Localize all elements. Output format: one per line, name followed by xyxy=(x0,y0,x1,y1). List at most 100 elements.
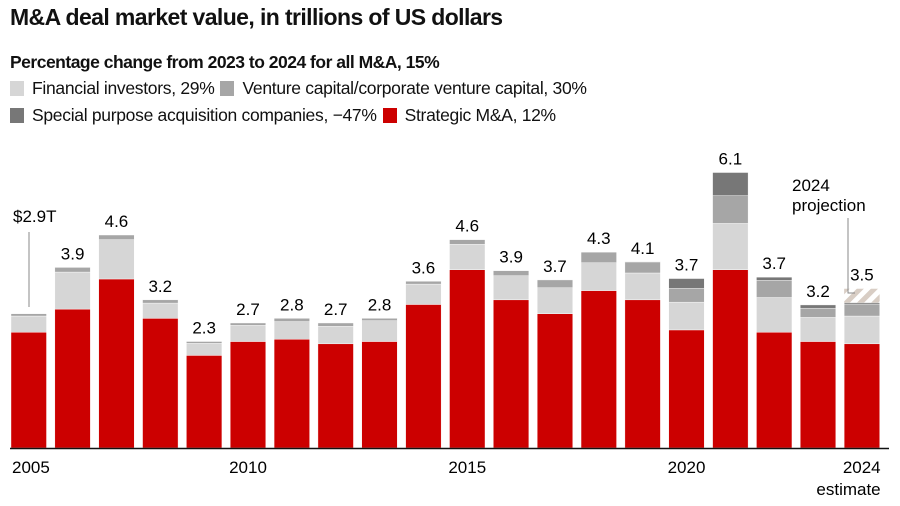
bar-segment-2008-1 xyxy=(142,302,179,319)
legend-row-1: Financial investors, 29% Venture capital… xyxy=(10,78,593,99)
bar-segment-2010-1 xyxy=(230,325,266,342)
legend-spac: Special purpose acquisition companies, −… xyxy=(10,105,377,126)
total-label-2017: 3.7 xyxy=(543,257,567,276)
bar-segment-2012-0 xyxy=(317,343,354,449)
bar-segment-2022-3 xyxy=(756,276,793,281)
bar-segment-2020-0 xyxy=(668,329,705,449)
bar-segment-2021-2 xyxy=(712,195,749,224)
bar-segment-2018-1 xyxy=(580,262,617,291)
bar-segment-2009-2 xyxy=(186,341,223,344)
legend-swatch xyxy=(220,81,235,96)
total-label-2008: 3.2 xyxy=(148,277,172,296)
x-tick-label-2020: 2020 xyxy=(668,458,706,477)
bar-segment-2020-2 xyxy=(668,288,705,303)
bar-segment-2006-1 xyxy=(54,271,91,310)
bar-segment-2022-1 xyxy=(756,297,793,333)
bar-segment-2016-1 xyxy=(493,275,530,301)
bar-segment-2012-1 xyxy=(317,326,354,345)
bar-segment-2024-3 xyxy=(843,302,880,305)
bar-segment-2013-1 xyxy=(361,320,398,342)
bar-segment-2020-3 xyxy=(668,278,705,289)
bar-segment-2015-1 xyxy=(449,244,486,270)
legend-label: Financial investors, 29% xyxy=(32,78,215,98)
bar-segment-2017-1 xyxy=(537,287,573,314)
bar-segment-2018-0 xyxy=(580,290,617,449)
bar-segment-2008-2 xyxy=(142,299,179,304)
total-label-2021: 6.1 xyxy=(719,150,743,169)
bar-segment-2023-1 xyxy=(800,317,836,342)
total-label-2016: 3.9 xyxy=(499,248,523,267)
chart-title: M&A deal market value, in trillions of U… xyxy=(10,4,503,30)
bar-segment-2008-0 xyxy=(142,318,179,449)
legend-swatch xyxy=(382,108,397,123)
bar-segment-2012-2 xyxy=(317,322,354,327)
bar-segment-2013-0 xyxy=(361,341,398,449)
bar-segment-2005-2 xyxy=(10,313,47,317)
bar-segment-2021-3 xyxy=(712,172,749,196)
legend-swatch xyxy=(10,81,24,96)
total-label-2019: 4.1 xyxy=(631,239,655,258)
bar-segment-2018-2 xyxy=(580,251,617,264)
bar-segment-2016-0 xyxy=(493,299,530,449)
chart-subtitle: Percentage change from 2023 to 2024 for … xyxy=(10,52,440,72)
bar-segment-2007-0 xyxy=(98,278,135,449)
total-label-2006: 3.9 xyxy=(61,244,85,263)
total-label-2011: 2.8 xyxy=(280,295,304,314)
x-tick-label-2010: 2010 xyxy=(229,458,267,477)
bar-segment-2022-0 xyxy=(756,332,793,449)
bar-segment-2006-0 xyxy=(54,308,91,449)
bar-segment-2015-0 xyxy=(449,269,486,449)
legend-label: Strategic M&A, 12% xyxy=(404,105,557,125)
bar-segment-2011-2 xyxy=(273,318,310,322)
bar-segment-2023-2 xyxy=(800,307,836,318)
bar-segment-2021-1 xyxy=(712,223,749,270)
total-label-2015: 4.6 xyxy=(455,217,479,236)
legend-label: Venture capital/corporate venture capita… xyxy=(242,78,587,98)
total-label-2012: 2.7 xyxy=(324,300,348,319)
x-tick-sublabel: estimate xyxy=(816,480,880,499)
bar-segment-2014-0 xyxy=(405,304,442,449)
bar-segment-2015-2 xyxy=(449,239,486,245)
bar-segment-2011-0 xyxy=(273,338,310,449)
x-tick-label-2015: 2015 xyxy=(448,458,486,477)
total-label-2013: 2.8 xyxy=(368,295,392,314)
bar-segment-2005-1 xyxy=(10,315,47,333)
bar-segment-2019-3 xyxy=(624,261,661,263)
legend-row-2: Special purpose acquisition companies, −… xyxy=(10,105,562,126)
total-label-2023: 3.2 xyxy=(806,282,830,301)
bar-segment-2016-2 xyxy=(493,270,530,276)
projection-leader-line xyxy=(847,218,855,294)
bar-segment-2019-1 xyxy=(624,272,661,301)
bar-segment-2019-0 xyxy=(624,299,661,449)
total-label-2024: 3.5 xyxy=(850,266,874,285)
bar-segment-2023-0 xyxy=(800,341,836,449)
bar-segment-2023-3 xyxy=(800,304,836,309)
bar-projection-2024 xyxy=(844,288,880,303)
legend-strategic: Strategic M&A, 12% xyxy=(382,105,557,126)
bar-segment-2024-2 xyxy=(843,303,880,317)
legend-financial-investors: Financial investors, 29% xyxy=(10,78,215,99)
bar-segment-2014-1 xyxy=(405,283,442,305)
bar-segment-2024-0 xyxy=(843,343,880,449)
bar-segment-2013-2 xyxy=(361,318,398,321)
bar-segment-2020-1 xyxy=(668,301,705,331)
x-tick-label-2024: 2024 xyxy=(843,458,881,477)
legend-venture-capital: Venture capital/corporate venture capita… xyxy=(220,78,587,99)
total-label-2009: 2.3 xyxy=(192,319,216,338)
bar-segment-2010-0 xyxy=(230,341,266,449)
bar-segment-2005-0 xyxy=(10,332,47,449)
bar-segment-2011-1 xyxy=(273,321,310,340)
bar-segment-2006-2 xyxy=(54,267,91,273)
bar-segment-2021-0 xyxy=(712,269,749,449)
bar-segment-2009-1 xyxy=(186,343,223,356)
total-label-2010: 2.7 xyxy=(236,300,260,319)
bar-segment-2007-1 xyxy=(98,239,135,280)
total-label-2007: 4.6 xyxy=(105,212,129,231)
annotation-total-2005: $2.9T xyxy=(13,207,56,226)
bar-segment-2024-1 xyxy=(843,315,880,345)
total-label-2014: 3.6 xyxy=(412,258,436,277)
total-label-2018: 4.3 xyxy=(587,229,611,248)
total-label-2020: 3.7 xyxy=(675,256,699,275)
bar-segment-2014-2 xyxy=(405,281,442,285)
